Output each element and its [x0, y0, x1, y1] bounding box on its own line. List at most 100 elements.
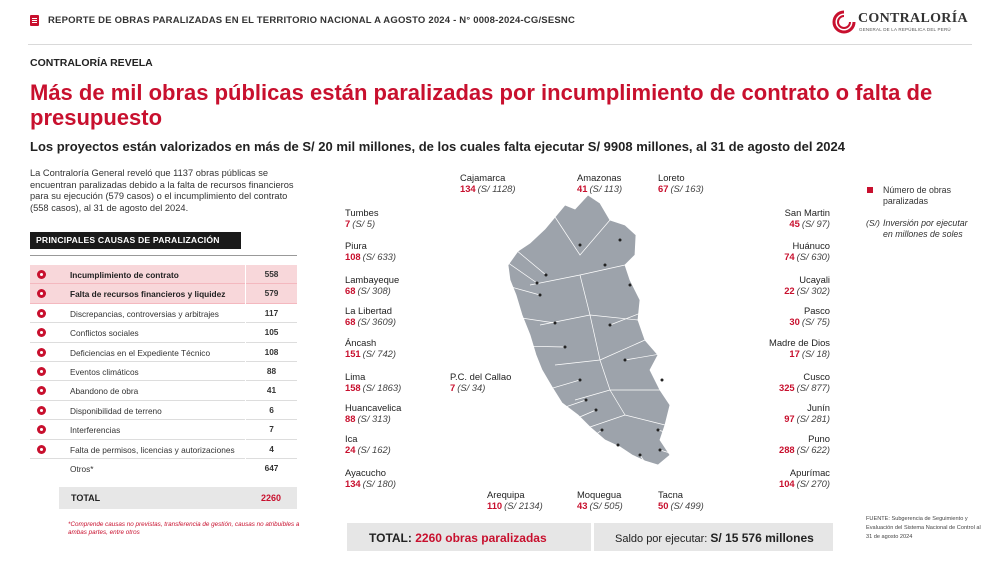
cause-label: Falta de recursos financieros y liquidez: [70, 289, 226, 300]
cause-label: Incumplimiento de contrato: [70, 270, 179, 280]
source-note: FUENTE: Subgerencia de Seguimiento y Eva…: [866, 516, 981, 541]
legend-item-amount: (S/) Inversión por ejecutar en millones …: [866, 218, 976, 240]
causes-table: Incumplimiento de contrato 558 Falta de …: [30, 265, 297, 479]
cause-value: 117: [245, 303, 297, 324]
region-la-libertad: La Libertad 68 (S/ 3609): [345, 305, 396, 327]
region-junin: Junín 97 (S/ 281): [784, 402, 830, 424]
region-huanuco: Huánuco 74 (S/ 630): [784, 240, 830, 262]
table-row: Deficiencias en el Expediente Técnico 10…: [30, 342, 297, 362]
region-ayacucho: Ayacucho 134 (S/ 180): [345, 467, 397, 489]
table-row: Abandono de obra 41: [30, 381, 297, 401]
cause-value: 41: [245, 381, 297, 401]
cause-value: 558: [245, 265, 297, 285]
table-row: Eventos climáticos 88: [30, 361, 297, 382]
table-row: Disponibilidad de terreno 6: [30, 400, 297, 421]
region-lima: Lima 158 (S/ 1863): [345, 371, 402, 393]
bottom-total-value: 2260 obras paralizadas: [415, 531, 547, 545]
cause-label: Disponibilidad de terreno: [70, 405, 162, 416]
region-huancavelica: Huancavelica 88 (S/ 313): [345, 402, 402, 424]
cause-value: 579: [245, 284, 297, 304]
balance-label: Saldo por ejecutar:: [615, 533, 708, 545]
region-moquegua: Moquegua 43 (S/ 505): [577, 489, 623, 511]
table-row: Falta de recursos financieros y liquidez…: [30, 284, 297, 304]
money-icon: [37, 289, 46, 299]
region-madre-de-dios: Madre de Dios 17 (S/ 18): [769, 337, 830, 359]
region-ancash: Áncash 151 (S/ 742): [345, 337, 397, 359]
document-icon: [30, 15, 39, 26]
page-title: Más de mil obras públicas están paraliza…: [30, 80, 933, 130]
page-subtitle: Los proyectos están valorizados en más d…: [30, 139, 846, 154]
bottom-total-bar: TOTAL: 2260 obras paralizadas Saldo por …: [347, 523, 833, 551]
cause-label: Falta de permisos, licencias y autorizac…: [70, 444, 235, 455]
peru-map-icon: [467, 194, 726, 486]
region-lambayeque: Lambayeque 68 (S/ 308): [345, 274, 400, 296]
table-row: Otros* 647: [30, 458, 297, 479]
cause-label: Abandono de obra: [70, 386, 139, 397]
bottom-total: TOTAL: 2260 obras paralizadas: [369, 531, 547, 545]
bottom-balance: Saldo por ejecutar: S/ 15 576 millones: [615, 531, 814, 545]
region-amazonas: Amazonas 41 (S/ 113): [577, 172, 623, 194]
region-callao: P.C. del Callao 7 (S/ 34): [450, 371, 512, 393]
total-value: 2260: [260, 493, 282, 503]
bottom-total-label: TOTAL:: [369, 531, 412, 545]
table-row: Falta de permisos, licencias y autorizac…: [30, 439, 297, 459]
legend-label: Número de obras paralizadas: [883, 185, 951, 206]
region-tacna: Tacna 50 (S/ 499): [658, 489, 704, 511]
cause-value: 6: [245, 400, 297, 421]
legend-item-count: Número de obras paralizadas: [866, 185, 976, 207]
region-pasco: Pasco 30 (S/ 75): [789, 305, 830, 327]
region-piura: Piura 108 (S/ 633): [345, 240, 397, 262]
contract-icon: [37, 270, 46, 279]
land-icon: [37, 405, 46, 415]
footnote: *Comprende causas no previstas, transfer…: [68, 521, 300, 536]
table-row: Conflictos sociales 105: [30, 323, 297, 343]
region-san-martin: San Martin 45 (S/ 97): [784, 207, 830, 229]
cause-value: 108: [245, 342, 297, 362]
table-row: Discrepancias, controversias y arbitraje…: [30, 303, 297, 324]
report-title: REPORTE DE OBRAS PARALIZADAS EN EL TERRI…: [48, 15, 576, 26]
region-apurimac: Apurímac 104 (S/ 270): [778, 467, 830, 489]
map-legend: Número de obras paralizadas (S/) Inversi…: [866, 185, 976, 251]
people-icon: [37, 328, 46, 338]
table-row: Incumplimiento de contrato 558: [30, 265, 297, 285]
weather-icon: [37, 366, 46, 376]
logo-name: CONTRALORÍA: [858, 11, 968, 26]
bottom-separator: [591, 523, 594, 551]
region-ica: Ica 24 (S/ 162): [345, 433, 391, 455]
causes-total-row: TOTAL 2260: [59, 487, 297, 509]
legend-symbol: (S/): [866, 218, 880, 228]
logo-subtitle: GENERAL DE LA REPÚBLICA DEL PERÚ: [859, 27, 951, 32]
region-tumbes: Tumbes 7 (S/ 5): [345, 207, 379, 229]
region-cajamarca: Cajamarca 134 (S/ 1128): [460, 172, 516, 194]
region-cusco: Cusco 325 (S/ 877): [778, 371, 830, 393]
table-row: Interferencias 7: [30, 420, 297, 440]
cause-label: Deficiencias en el Expediente Técnico: [70, 347, 211, 358]
balance-value: S/ 15 576 millones: [710, 531, 814, 545]
peru-map-area: Cajamarca 134 (S/ 1128) Amazonas 41 (S/ 11…: [340, 165, 860, 515]
cause-value: 88: [245, 361, 297, 382]
region-arequipa: Arequipa 110 (S/ 2134): [487, 489, 543, 511]
cause-label: Eventos climáticos: [70, 366, 139, 377]
total-label: TOTAL: [71, 493, 101, 503]
region-loreto: Loreto 67 (S/ 163): [658, 172, 704, 194]
intro-paragraph: La Contraloría General reveló que 1137 o…: [30, 168, 294, 213]
cause-label: Conflictos sociales: [70, 328, 139, 339]
header-divider: [28, 44, 972, 45]
cause-value: 647: [245, 458, 297, 479]
cause-label: Otros*: [70, 463, 94, 474]
contraloria-logo: CONTRALORÍA GENERAL DE LA REPÚBLICA DEL …: [832, 8, 972, 38]
top-header: REPORTE DE OBRAS PARALIZADAS EN EL TERRI…: [0, 0, 1000, 44]
legend-label: Inversión por ejecutar en millones de so…: [883, 218, 968, 239]
region-ucayali: Ucayali 22 (S/ 302): [784, 274, 830, 296]
kicker: CONTRALORÍA REVELA: [30, 57, 153, 69]
causes-divider: [30, 255, 297, 256]
cause-value: 4: [245, 439, 297, 459]
region-puno: Puno 288 (S/ 622): [778, 433, 830, 455]
document-icon: [37, 347, 46, 357]
cause-label: Interferencias: [70, 425, 121, 436]
legend-square-icon: [867, 187, 873, 193]
gavel-icon: [37, 308, 46, 318]
causes-title: PRINCIPALES CAUSAS DE PARALIZACIÓN: [30, 232, 241, 249]
permit-icon: [37, 444, 46, 454]
abandon-icon: [37, 386, 46, 396]
